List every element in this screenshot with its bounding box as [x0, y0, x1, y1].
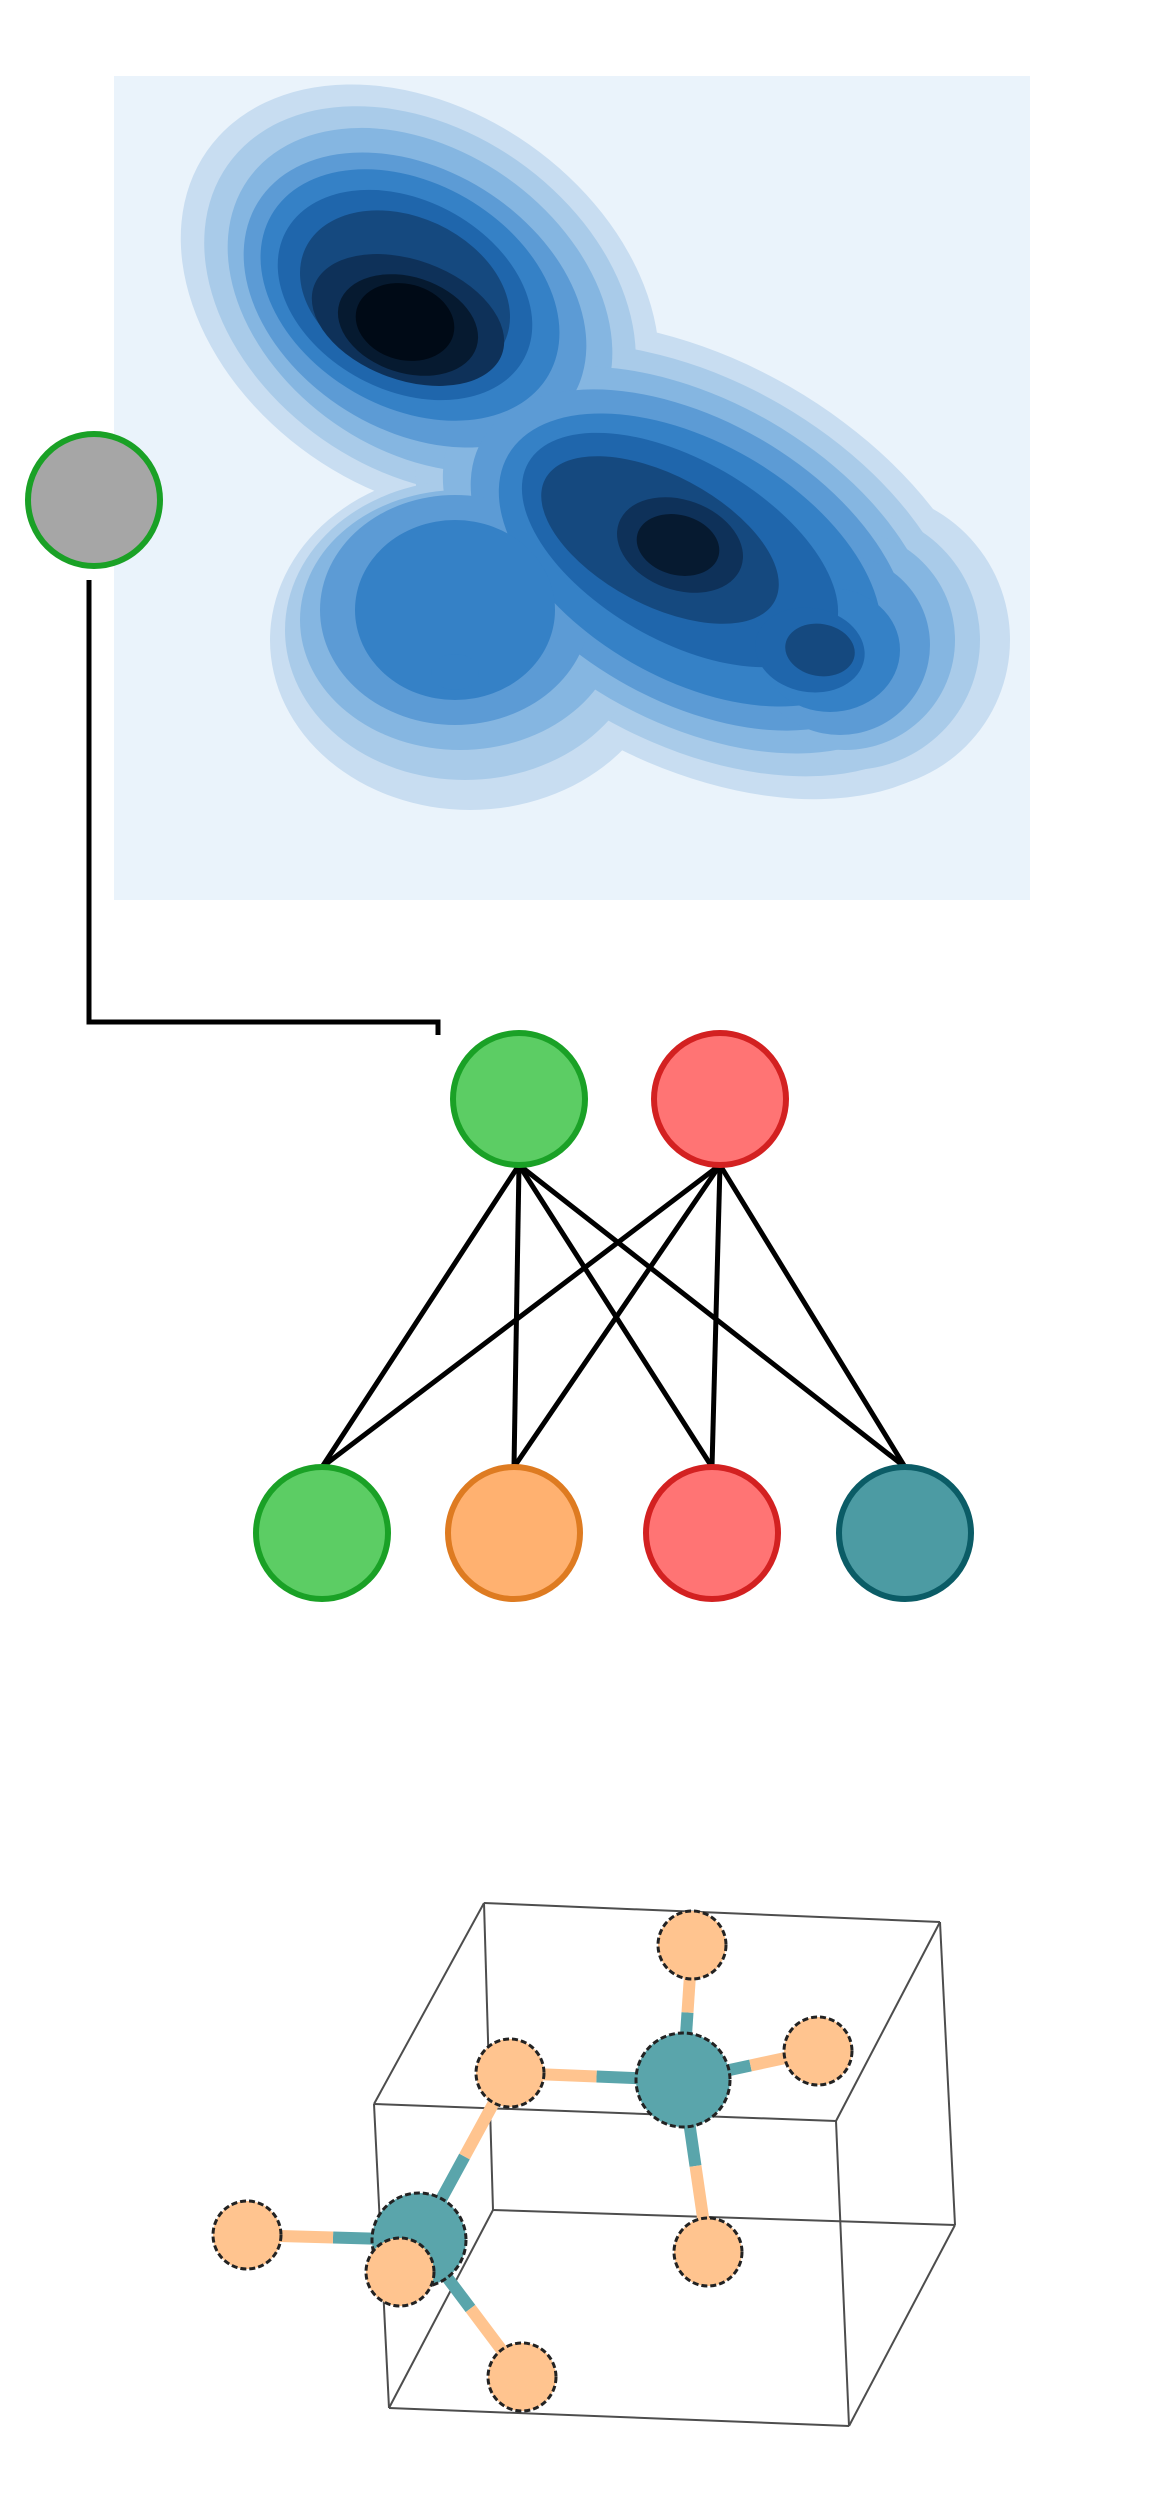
cell-edge [388, 2407, 850, 2427]
cell-edge [835, 2120, 850, 2427]
selector-node-gray[interactable] [25, 431, 163, 569]
atom-ligand-orange [782, 2015, 854, 2087]
node-bottom-teal[interactable] [836, 1464, 974, 1602]
density-peak [431, 654, 479, 690]
cell-edge [388, 2209, 494, 2409]
molecule-atoms [211, 1909, 854, 2413]
density-contours [180, 84, 1010, 810]
density-plot [114, 76, 1030, 900]
density-contour [785, 623, 855, 677]
edge-top-red-to-bottom-orange [511, 1163, 723, 1469]
molecule-structure [211, 1902, 956, 2427]
atom-ligand-orange [672, 2216, 744, 2288]
density-contour [355, 520, 555, 700]
cell-edge [848, 2224, 956, 2427]
cell-edge [939, 1921, 956, 2226]
node-bottom-green[interactable] [253, 1464, 391, 1602]
edge-top-green-to-bottom-orange [511, 1164, 522, 1468]
node-top-red[interactable] [651, 1030, 789, 1168]
node-bottom-red[interactable] [643, 1464, 781, 1602]
network-nodes [253, 1030, 974, 1602]
cell-edge [373, 1902, 485, 2105]
density-contour [355, 283, 455, 361]
density-contour [636, 514, 720, 576]
edge-top-red-to-bottom-teal [717, 1163, 908, 1469]
cell-edge [373, 2103, 837, 2122]
selector-connector [86, 580, 441, 1035]
density-level-10 [355, 283, 455, 361]
atom-ligand-orange [474, 2037, 546, 2109]
atom-center-teal [634, 2031, 732, 2129]
node-top-green[interactable] [450, 1030, 588, 1168]
atom-ligand-orange [364, 2236, 436, 2308]
cell-edge [492, 2209, 956, 2226]
connector-line [86, 580, 441, 1035]
atom-ligand-orange [656, 1909, 728, 1981]
edge-top-red-to-bottom-red [709, 1164, 723, 1468]
cell-edge [835, 1921, 941, 2122]
atom-ligand-orange [486, 2341, 558, 2413]
molecule-bonds [246, 1944, 820, 2381]
edge-top-green-to-bottom-green [319, 1163, 522, 1469]
cell-edge [483, 1902, 941, 1923]
edge-top-red-to-bottom-green [320, 1163, 722, 1469]
atom-ligand-orange [211, 2199, 283, 2271]
edge-top-green-to-bottom-teal [517, 1163, 907, 1469]
node-bottom-orange[interactable] [445, 1464, 583, 1602]
unit-cell-box [373, 1902, 956, 2427]
network-edges [319, 1163, 908, 1469]
